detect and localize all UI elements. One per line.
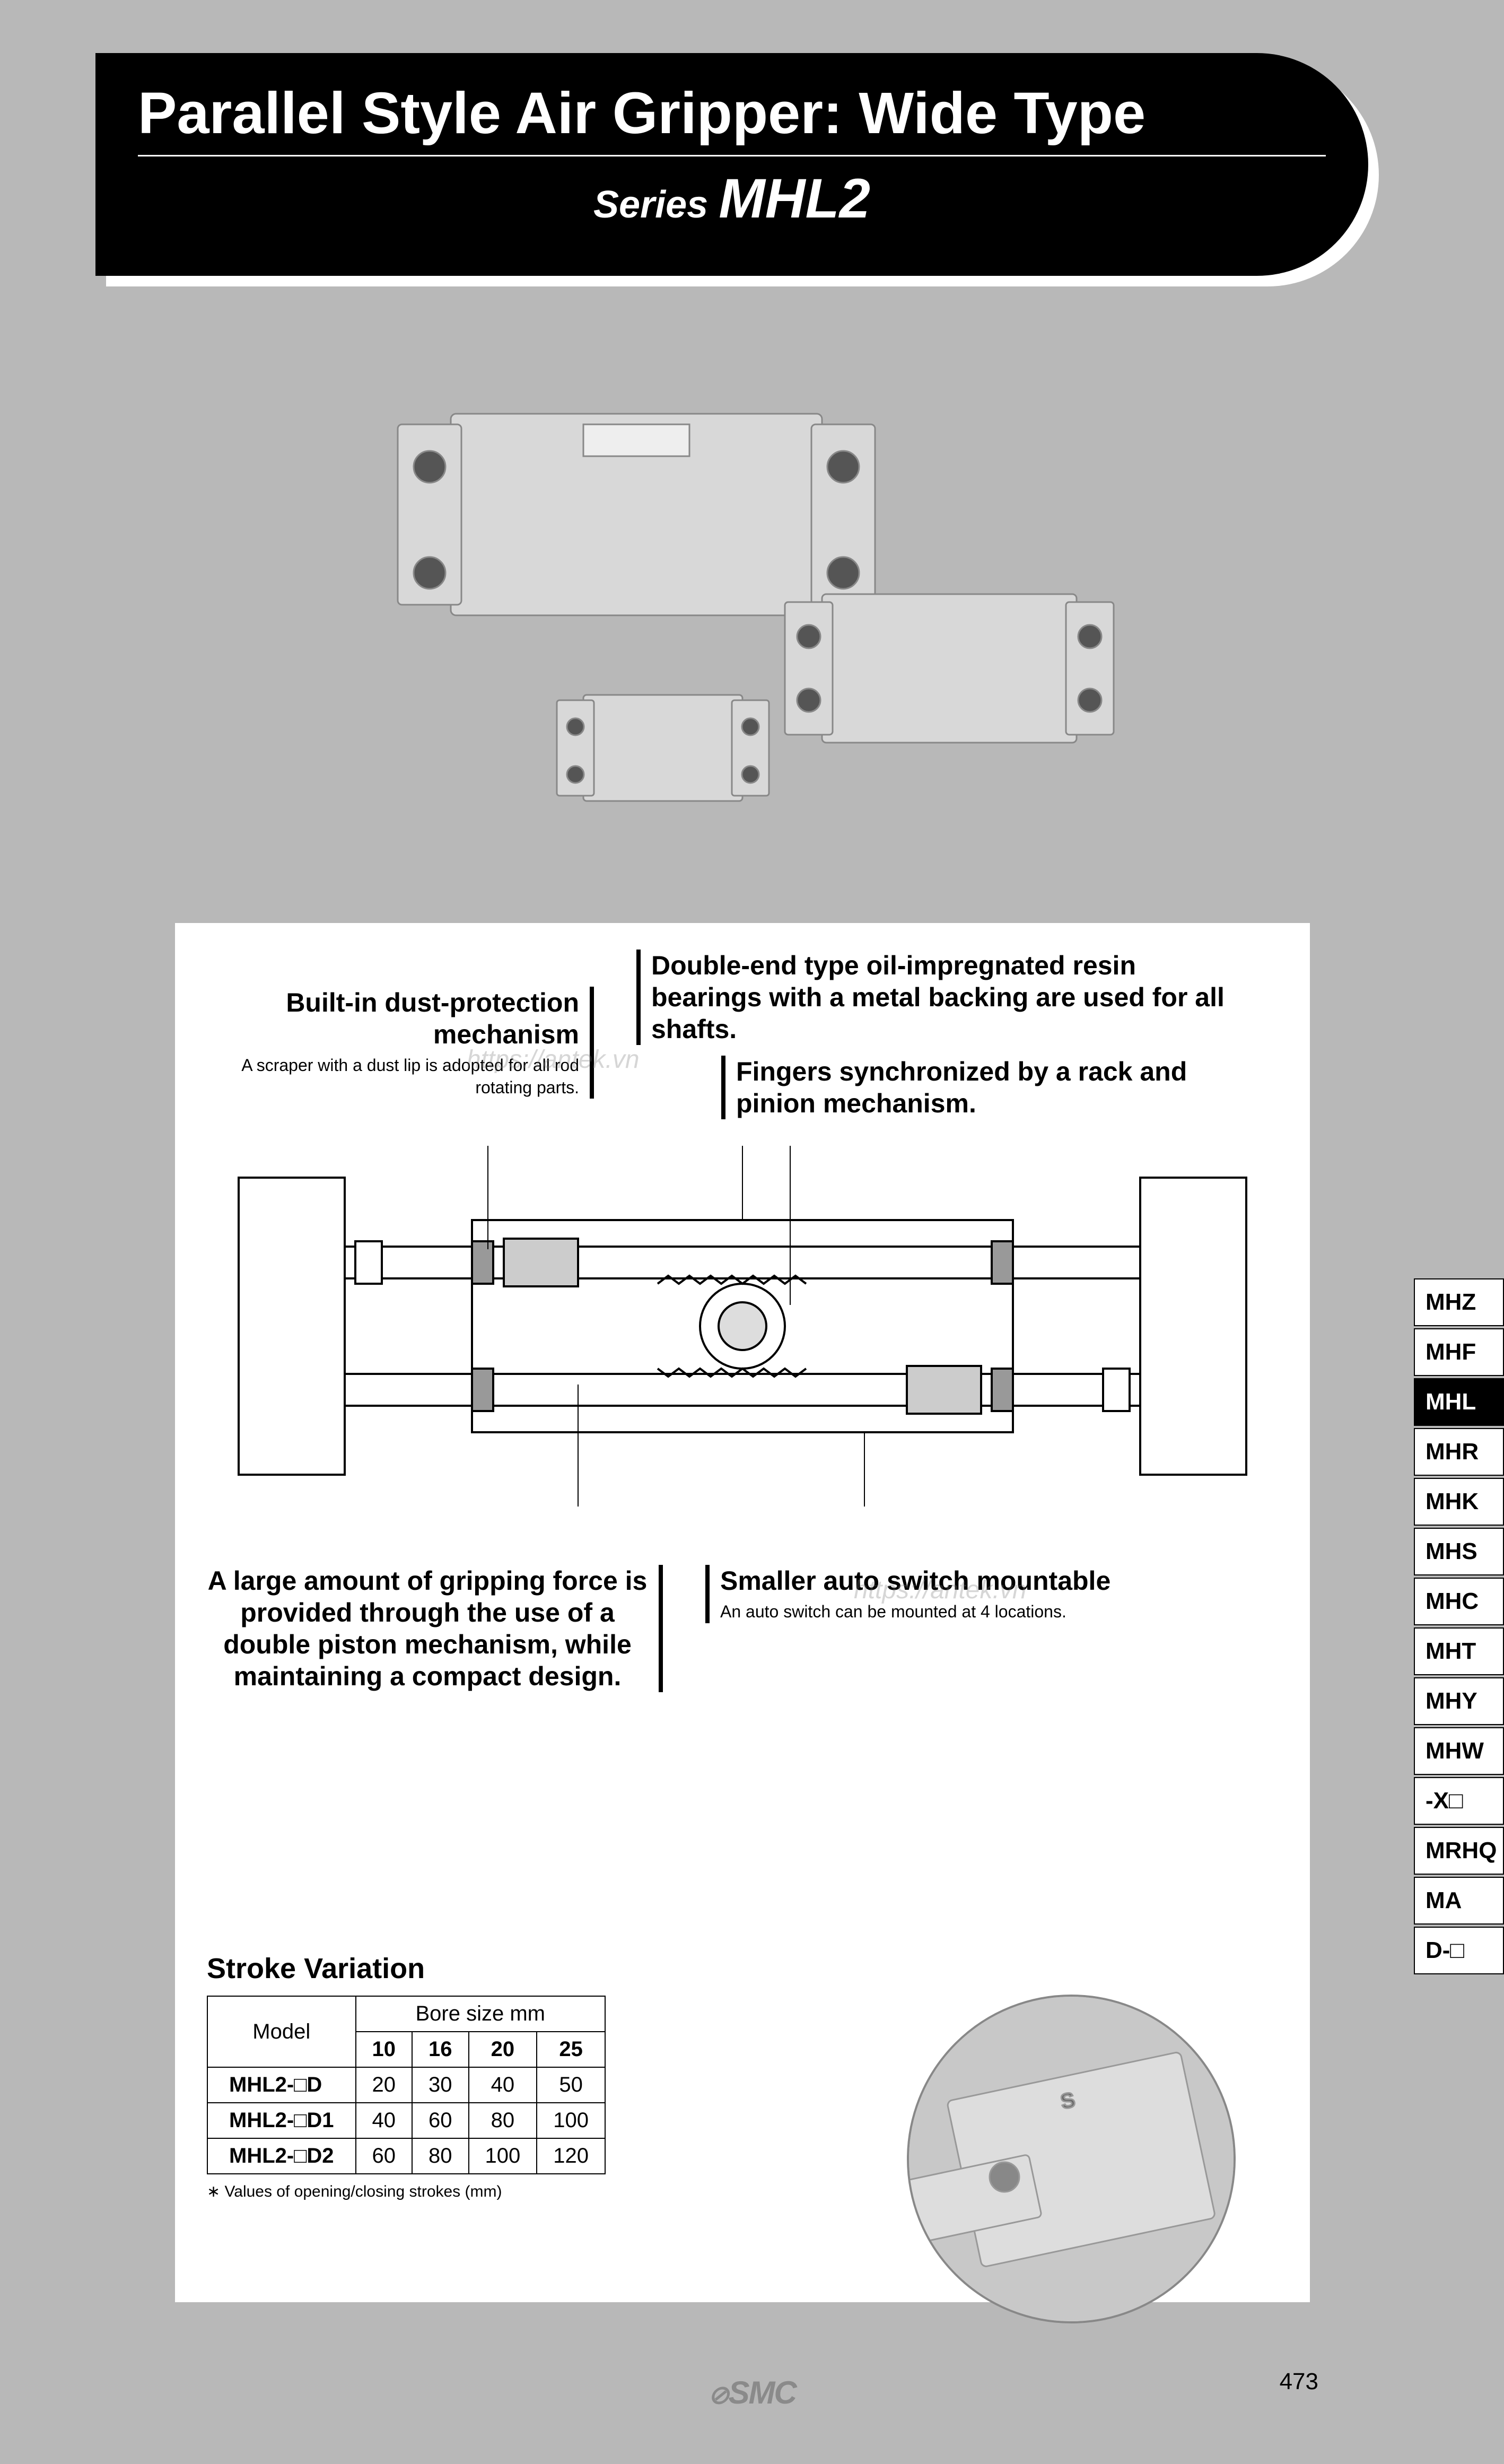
tab-mht[interactable]: MHT [1414,1627,1504,1675]
value-cell: 40 [356,2103,413,2138]
stroke-table: Model Bore size mm 10 16 20 25 MHL2-□D 2… [207,1996,606,2174]
table-row: MHL2-□D2 60 80 100 120 [207,2138,605,2174]
series-label: Series MHL2 [138,167,1326,231]
detail-photo-circle: S [907,1995,1236,2323]
logo-text: SMC [728,2375,795,2410]
side-tabs: MHZ MHF MHL MHR MHK MHS MHC MHT MHY MHW … [1414,1278,1504,1977]
table-row: MHL2-□D 20 30 40 50 [207,2067,605,2103]
series-prefix: Series [593,184,708,226]
stroke-note: ∗ Values of opening/closing strokes (mm) [207,2182,606,2201]
callout-bearings-title: Double-end type oil-impregnated resin be… [651,950,1252,1045]
series-model: MHL2 [719,168,870,230]
stroke-title: Stroke Variation [207,1952,606,1985]
callout-grip-title: A large amount of gripping force is prov… [207,1565,648,1692]
model-cell: MHL2-□D2 [207,2138,356,2174]
value-cell: 120 [537,2138,605,2174]
callout-rack-title: Fingers synchronized by a rack and pinio… [736,1056,1252,1119]
header-banner: Parallel Style Air Gripper: Wide Type Se… [95,53,1368,276]
tab-mhr[interactable]: MHR [1414,1428,1504,1476]
page-title: Parallel Style Air Gripper: Wide Type [138,80,1326,156]
model-cell: MHL2-□D1 [207,2103,356,2138]
callout-gripping-force: A large amount of gripping force is prov… [207,1565,663,1692]
tab-mhw[interactable]: MHW [1414,1727,1504,1775]
value-cell: 60 [412,2103,469,2138]
value-cell: 80 [469,2103,537,2138]
value-cell: 50 [537,2067,605,2103]
watermark: https://antek.vn [467,1045,640,1074]
bore-size-3: 25 [537,2032,605,2067]
callout-dust-title: Built-in dust-protection mechanism [207,987,579,1050]
page-number: 473 [1280,2369,1318,2395]
value-cell: 30 [412,2067,469,2103]
cutaway-diagram [207,1146,1278,1507]
callout-bearings: Double-end type oil-impregnated resin be… [636,950,1252,1045]
tab-x[interactable]: -X□ [1414,1777,1504,1825]
callout-dust-protection: Built-in dust-protection mechanism A scr… [207,987,594,1099]
value-cell: 40 [469,2067,537,2103]
stroke-variation-section: Stroke Variation Model Bore size mm 10 1… [207,1952,606,2201]
tab-mhy[interactable]: MHY [1414,1677,1504,1725]
bore-size-1: 16 [412,2032,469,2067]
table-model-header: Model [207,1996,356,2067]
bore-size-0: 10 [356,2032,413,2067]
table-row: MHL2-□D1 40 60 80 100 [207,2103,605,2138]
smc-logo: ⊘SMC [708,2374,796,2411]
watermark: https://antek.vn [854,1575,1027,1605]
value-cell: 60 [356,2138,413,2174]
value-cell: 100 [469,2138,537,2174]
table-bore-header: Bore size mm [356,1996,606,2032]
tab-mrhq[interactable]: MRHQ [1414,1827,1504,1875]
product-photo [318,371,1167,875]
tab-d[interactable]: D-□ [1414,1927,1504,1974]
tab-mhc[interactable]: MHC [1414,1578,1504,1625]
callout-rack-pinion: Fingers synchronized by a rack and pinio… [721,1056,1252,1119]
bore-size-2: 20 [469,2032,537,2067]
value-cell: 20 [356,2067,413,2103]
model-cell: MHL2-□D [207,2067,356,2103]
tab-mhf[interactable]: MHF [1414,1328,1504,1376]
tab-mhz[interactable]: MHZ [1414,1278,1504,1326]
tab-mhl[interactable]: MHL [1414,1378,1504,1426]
tab-mhk[interactable]: MHK [1414,1478,1504,1526]
tab-ma[interactable]: MA [1414,1877,1504,1925]
value-cell: 80 [412,2138,469,2174]
tab-mhs[interactable]: MHS [1414,1528,1504,1575]
content-box: Built-in dust-protection mechanism A scr… [175,923,1310,2302]
value-cell: 100 [537,2103,605,2138]
